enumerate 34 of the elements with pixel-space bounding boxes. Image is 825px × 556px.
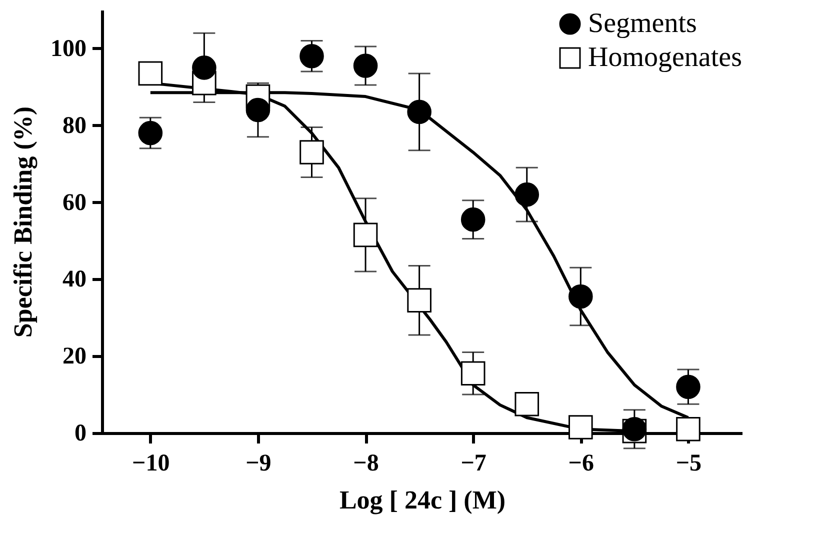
point [138, 120, 163, 146]
x-tick-label: −10 [132, 450, 170, 476]
point [514, 392, 540, 416]
legend-label: Segments [588, 8, 697, 39]
y-tick-label: 0 [74, 420, 86, 446]
point [676, 374, 700, 399]
y-tick-label: 60 [62, 190, 86, 216]
y-tick-label: 40 [62, 266, 86, 293]
point [138, 61, 163, 86]
point [460, 361, 486, 386]
point [407, 100, 432, 124]
point [568, 284, 593, 309]
point [460, 207, 486, 232]
point [300, 140, 324, 164]
x-tick-label: −8 [353, 450, 379, 476]
point [300, 44, 324, 68]
x-tick-label: −5 [676, 450, 702, 476]
point [192, 56, 216, 80]
y-tick-label: 80 [62, 112, 86, 139]
x-tick-label: −6 [568, 450, 594, 476]
point [514, 182, 540, 207]
point [246, 98, 270, 122]
y-tick-label: 20 [62, 344, 86, 370]
x-axis-title: Log [ 24c ] (M) [339, 486, 506, 514]
point [676, 417, 700, 442]
point [407, 288, 432, 312]
y-tick-label: 100 [50, 36, 86, 62]
y-axis-title: Specific Binding (%) [8, 106, 38, 338]
x-tick-label: −7 [460, 450, 486, 476]
legend-label: Homogenates [588, 42, 742, 73]
x-tick-label: −9 [246, 450, 272, 476]
point [353, 54, 378, 78]
point [568, 415, 593, 440]
point [353, 222, 378, 248]
